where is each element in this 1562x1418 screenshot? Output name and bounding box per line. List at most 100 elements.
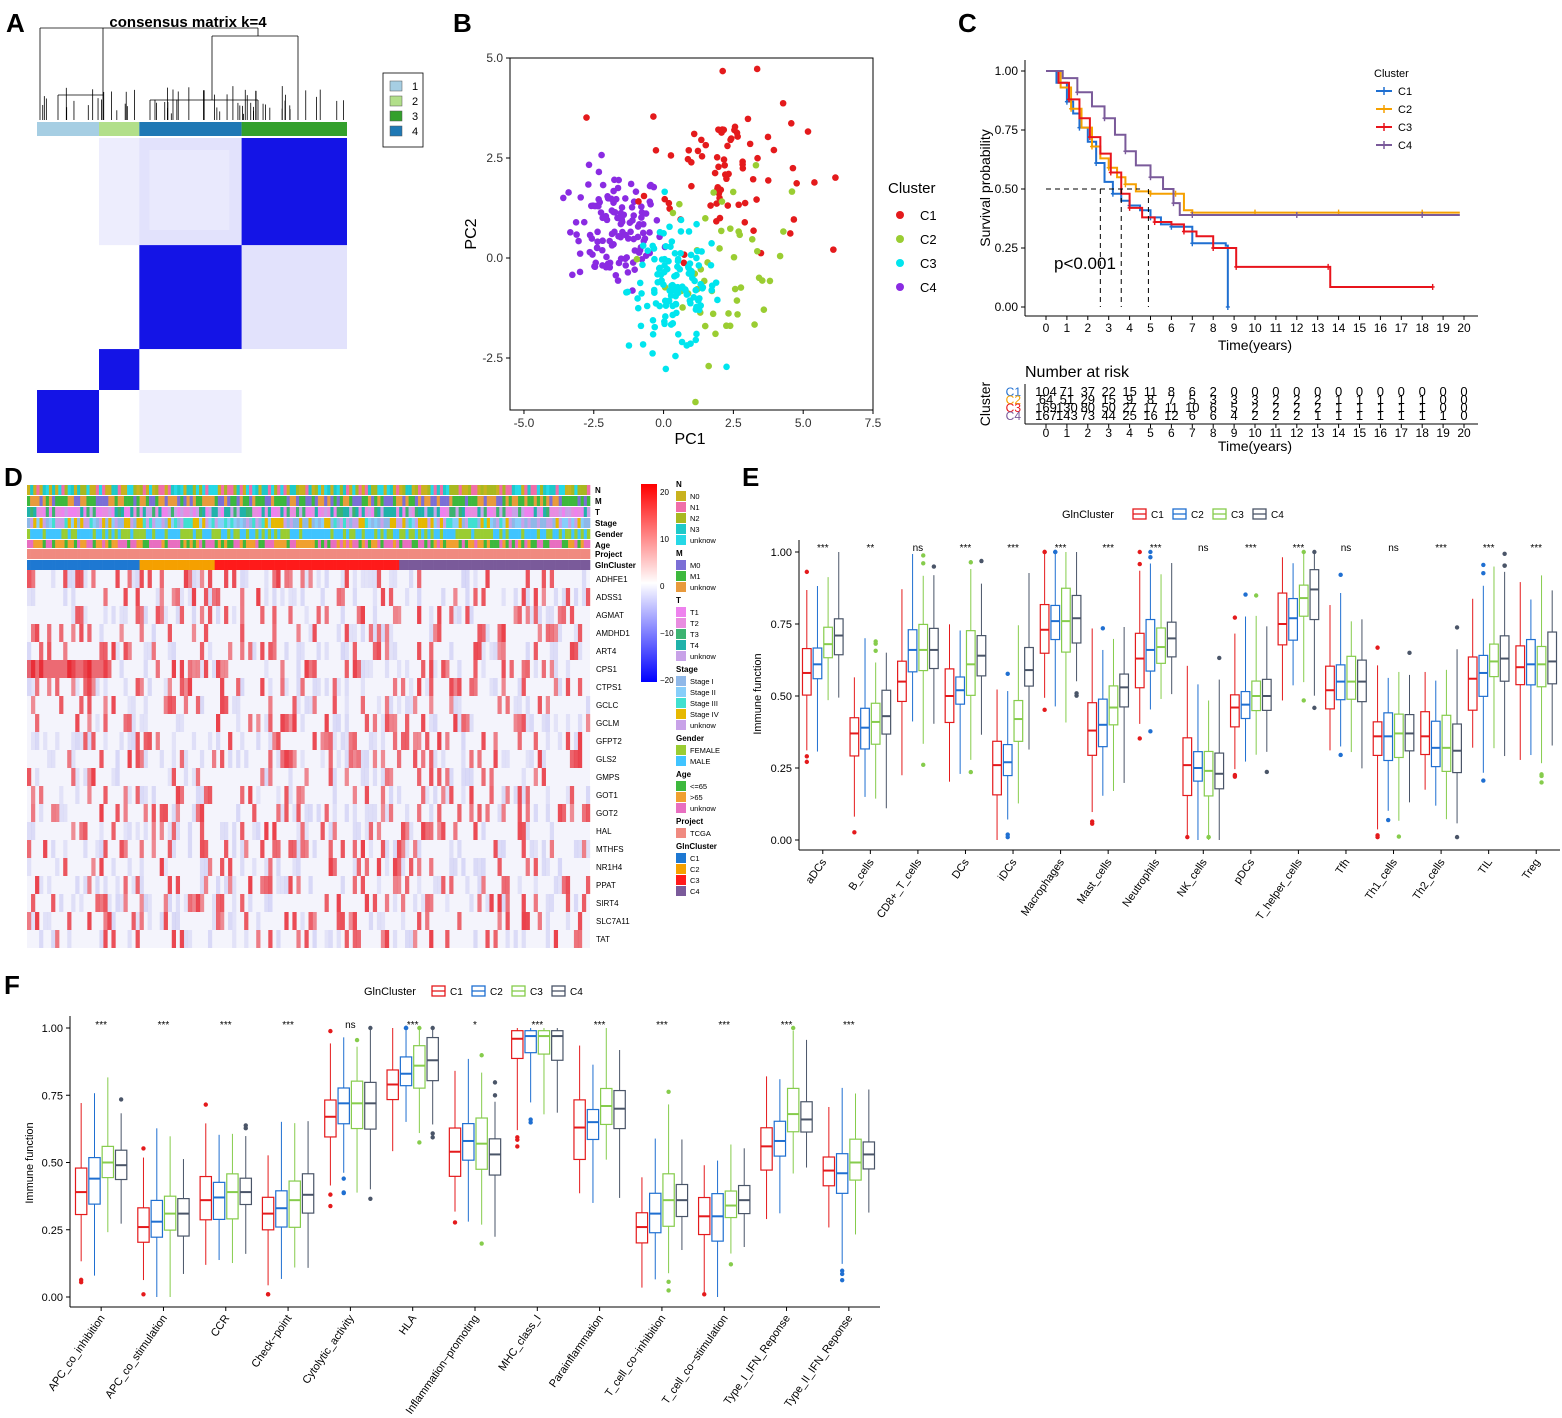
annotation-cell xyxy=(574,540,578,548)
legend-swatch xyxy=(676,709,686,719)
pca-point-c3 xyxy=(687,251,695,259)
annotation-cell xyxy=(493,549,497,559)
gene-label: MTHFS xyxy=(596,845,624,854)
annotation-cell xyxy=(483,518,488,528)
annotation-cell xyxy=(449,507,453,517)
annotation-cell xyxy=(242,549,247,559)
annotation-cell xyxy=(220,518,225,528)
expression-cell xyxy=(573,750,579,768)
expression-cell xyxy=(553,930,559,948)
expression-cell xyxy=(525,642,530,660)
expression-cell xyxy=(425,912,430,930)
annotation-cell xyxy=(571,540,575,548)
annotation-cell xyxy=(230,485,234,495)
expression-cell xyxy=(55,678,60,696)
risk-cell: 0 xyxy=(1419,384,1426,399)
expression-cell xyxy=(272,732,277,750)
expression-cell xyxy=(368,840,374,858)
pca-point-c2 xyxy=(725,310,732,317)
expression-cell xyxy=(304,822,309,840)
annotation-cell xyxy=(308,560,312,570)
annotation-cell xyxy=(267,549,272,559)
expression-cell xyxy=(429,678,434,696)
annotation-cell xyxy=(367,496,372,506)
annotation-cell xyxy=(45,549,50,559)
expression-cell xyxy=(183,678,189,696)
annotation-cell xyxy=(411,496,416,506)
annotation-cell xyxy=(580,529,585,539)
expression-cell xyxy=(477,624,482,642)
expression-cell xyxy=(71,570,76,588)
annotation-cell xyxy=(86,496,90,506)
annotation-cell xyxy=(408,507,413,517)
annotation-cell xyxy=(439,496,444,506)
expression-cell xyxy=(103,930,108,948)
expression-cell xyxy=(99,840,104,858)
pca-point-c3 xyxy=(695,297,702,304)
annotation-cell xyxy=(508,496,513,506)
annotation-cell xyxy=(205,507,209,517)
expression-cell xyxy=(123,642,128,660)
legend-item-label: Stage III xyxy=(690,699,718,708)
expression-cell xyxy=(477,858,482,876)
annotation-cell xyxy=(280,507,284,517)
annotation-cell xyxy=(389,518,394,528)
annotation-cell xyxy=(305,549,309,559)
annotation-cell xyxy=(86,507,90,517)
expression-cell xyxy=(525,912,530,930)
annotation-cell xyxy=(295,507,300,517)
expression-cell xyxy=(497,804,502,822)
annotation-cell xyxy=(142,529,147,539)
annotation-cell xyxy=(327,485,331,495)
annotation-cell xyxy=(52,485,56,495)
expression-cell xyxy=(328,822,333,840)
annotation-cell xyxy=(442,540,447,548)
expression-cell xyxy=(127,714,132,732)
box-x-tick-label: T_helper_cells xyxy=(1254,856,1305,922)
annotation-cell xyxy=(524,560,528,570)
annotation-cell xyxy=(386,518,391,528)
pca-point-c3 xyxy=(662,313,669,320)
annotation-cell xyxy=(274,540,278,548)
annotation-cell xyxy=(383,560,387,570)
expression-cell xyxy=(87,732,92,750)
annotation-cell xyxy=(183,496,187,506)
annotation-cell xyxy=(564,560,569,570)
annotation-cell xyxy=(374,496,378,506)
annotation-cell xyxy=(61,518,65,528)
annotation-cell xyxy=(568,518,572,528)
pca-legend-dot xyxy=(896,211,904,219)
box-outlier xyxy=(666,1279,671,1285)
expression-cell xyxy=(244,570,249,588)
annotation-cell xyxy=(152,529,156,539)
annotation-cell xyxy=(464,496,469,506)
expression-cell xyxy=(380,768,386,786)
annotation-cell xyxy=(174,540,178,548)
annotation-cell xyxy=(392,485,397,495)
box-body xyxy=(350,1080,364,1130)
expression-cell xyxy=(155,732,160,750)
box-outlier xyxy=(430,1131,435,1136)
annotation-cell xyxy=(299,485,303,495)
box-outlier xyxy=(368,1196,373,1202)
expression-cell xyxy=(441,876,446,894)
annotation-cell xyxy=(530,560,534,570)
annotation-cell xyxy=(555,507,560,517)
annotation-cell xyxy=(114,540,119,548)
expression-cell xyxy=(31,588,36,606)
annotation-cell xyxy=(392,549,397,559)
annotation-cell xyxy=(586,496,591,506)
annotation-cell xyxy=(164,549,169,559)
risk-x-tick-label: 20 xyxy=(1457,426,1471,440)
annotation-cell xyxy=(174,507,178,517)
box-body xyxy=(1261,678,1272,711)
annotation-cell xyxy=(483,496,488,506)
annotation-cell xyxy=(180,485,184,495)
box-x-tick-label: Macrophages xyxy=(1019,856,1067,918)
annotation-cell xyxy=(277,485,281,495)
annotation-cell xyxy=(67,540,72,548)
expression-cell xyxy=(553,642,559,660)
expression-cell xyxy=(409,678,414,696)
annotation-cell xyxy=(477,540,481,548)
expression-cell xyxy=(288,768,293,786)
